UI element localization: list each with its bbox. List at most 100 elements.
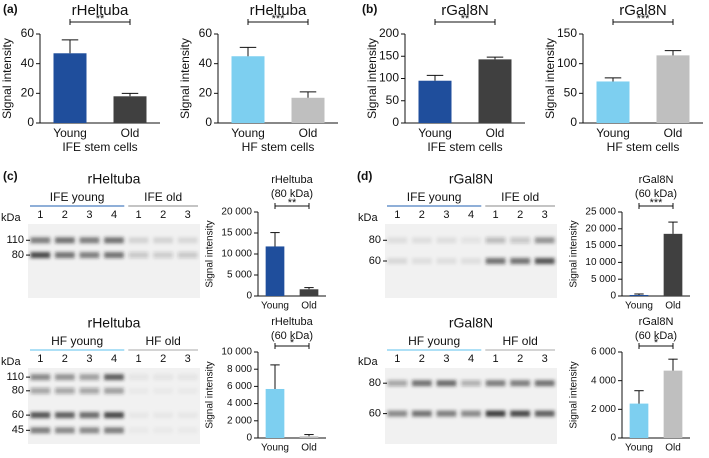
bar bbox=[629, 403, 649, 438]
band bbox=[412, 237, 432, 244]
x-tick-label: Young bbox=[625, 443, 653, 454]
band bbox=[79, 237, 100, 244]
blot-group-label: IFE young bbox=[407, 190, 462, 204]
kda-marker: 110 bbox=[6, 371, 24, 383]
bar bbox=[113, 96, 147, 123]
lane-number: 1 bbox=[493, 209, 499, 221]
y-axis-label: Signal intensity bbox=[205, 220, 216, 287]
band bbox=[412, 380, 432, 387]
y-tick-label: 2 000 bbox=[227, 415, 252, 426]
x-tick-label: Old bbox=[301, 443, 317, 454]
significance: * bbox=[290, 337, 295, 349]
x-tick-label: Young bbox=[418, 126, 452, 140]
y-tick-label: 0 bbox=[392, 115, 399, 129]
lane-number: 1 bbox=[37, 209, 43, 221]
panel-label: (d) bbox=[357, 169, 372, 183]
error-bar bbox=[668, 221, 678, 234]
kda-marker: 80 bbox=[369, 377, 381, 389]
band bbox=[177, 412, 198, 419]
error-bar bbox=[270, 232, 280, 247]
x-tick-label: Young bbox=[596, 126, 630, 140]
band bbox=[485, 258, 506, 264]
chart-title: rGal8N bbox=[639, 316, 674, 328]
lane-number: 3 bbox=[185, 353, 191, 365]
band bbox=[55, 412, 75, 419]
band bbox=[30, 387, 51, 394]
lane-number: 4 bbox=[111, 353, 117, 365]
band bbox=[55, 387, 75, 394]
y-tick-label: 40 bbox=[199, 56, 213, 70]
lane-number: 2 bbox=[160, 353, 166, 365]
band bbox=[153, 252, 173, 259]
y-axis-label: Signal intensity bbox=[178, 38, 192, 119]
band bbox=[461, 258, 481, 264]
y-axis-label: Signal intensity bbox=[543, 38, 557, 119]
lane-number: 1 bbox=[394, 353, 400, 365]
x-tick-label: Young bbox=[261, 443, 289, 454]
band bbox=[461, 410, 481, 417]
band bbox=[104, 427, 124, 434]
band bbox=[79, 374, 100, 381]
y-tick-label: 4 000 bbox=[227, 398, 252, 409]
chart-title: rHeltuba bbox=[271, 316, 313, 328]
y-tick-label: 10 000 bbox=[221, 347, 252, 358]
bar bbox=[663, 233, 683, 296]
lane-number: 3 bbox=[185, 209, 191, 221]
band bbox=[128, 412, 149, 419]
y-tick-label: 0 bbox=[205, 115, 212, 129]
bar bbox=[265, 388, 285, 438]
band bbox=[153, 388, 173, 394]
x-tick-label: Old bbox=[664, 126, 683, 140]
y-tick-label: 200 bbox=[379, 26, 399, 40]
band bbox=[436, 380, 457, 387]
error-bar bbox=[270, 364, 280, 389]
x-tick-label: Young bbox=[53, 126, 87, 140]
x-tick-label: Old bbox=[121, 126, 140, 140]
y-tick-label: 50 bbox=[386, 93, 400, 107]
blot-title: rHeltuba bbox=[88, 171, 141, 187]
band bbox=[534, 410, 555, 417]
blot-group-label: HF young bbox=[408, 334, 460, 348]
x-axis-label: IFE stem cells bbox=[427, 140, 502, 154]
y-tick-label: 0 bbox=[246, 291, 252, 302]
band bbox=[30, 252, 51, 259]
y-tick-label: 100 bbox=[379, 71, 399, 85]
x-tick-label: Young bbox=[261, 301, 289, 312]
band bbox=[30, 427, 51, 434]
kda-marker: 60 bbox=[369, 255, 381, 267]
lane-number: 1 bbox=[136, 209, 142, 221]
lane-number: 1 bbox=[493, 353, 499, 365]
y-tick-label: 50 bbox=[564, 86, 578, 100]
kda-marker: 60 bbox=[369, 408, 381, 420]
panel-label: (b) bbox=[362, 2, 377, 16]
bar bbox=[663, 370, 683, 438]
band bbox=[104, 412, 124, 419]
blot-bands bbox=[387, 237, 555, 264]
kda-marker: 80 bbox=[12, 249, 24, 261]
kda-label: kDa bbox=[358, 212, 378, 224]
error-bar bbox=[634, 293, 644, 295]
band bbox=[55, 252, 75, 259]
blot-group-label: HF young bbox=[51, 334, 103, 348]
lane-number: 2 bbox=[62, 209, 68, 221]
band bbox=[129, 388, 149, 394]
error-bar bbox=[121, 92, 139, 97]
band bbox=[485, 410, 506, 417]
y-tick-label: 15 000 bbox=[585, 240, 616, 251]
significance: ** bbox=[96, 13, 105, 25]
band bbox=[153, 427, 173, 433]
x-tick-label: Young bbox=[625, 301, 653, 312]
chart-subtitle: (60 kDa) bbox=[271, 330, 313, 342]
kda-label: kDa bbox=[1, 212, 21, 224]
y-tick-label: 6 000 bbox=[591, 347, 616, 358]
band bbox=[177, 252, 198, 259]
band bbox=[55, 374, 75, 381]
y-tick-label: 5 000 bbox=[227, 270, 252, 281]
y-tick-label: 4 000 bbox=[591, 375, 616, 386]
lane-number: 2 bbox=[517, 353, 523, 365]
band bbox=[436, 258, 457, 264]
significance: *** bbox=[650, 197, 664, 209]
lane-number: 2 bbox=[419, 353, 425, 365]
x-axis-label: IFE stem cells bbox=[62, 140, 137, 154]
band bbox=[30, 237, 51, 244]
